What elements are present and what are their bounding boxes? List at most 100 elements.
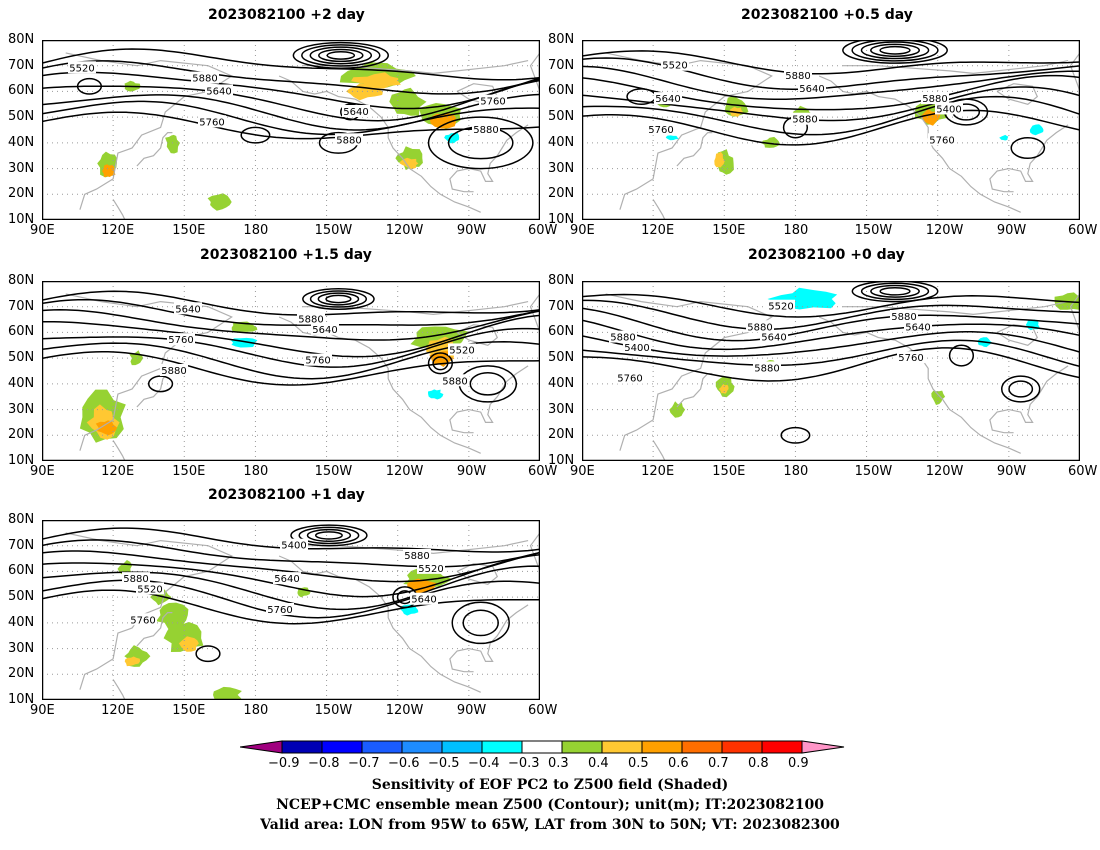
contour-line <box>582 307 1080 342</box>
latitude-label: 60N <box>548 83 575 99</box>
latitude-label: 80N <box>548 32 575 47</box>
closed-contour <box>1008 380 1034 398</box>
positive-sensitivity-patch <box>714 151 725 168</box>
contour-line <box>42 314 540 358</box>
closed-contour <box>870 284 920 298</box>
contour-label: 5760 <box>617 374 642 385</box>
contour-label: 5640 <box>343 107 368 118</box>
latitude-label: 50N <box>8 350 35 366</box>
panel-title: 2023082100 +2 day <box>208 7 365 23</box>
positive-sensitivity-patch <box>124 656 141 667</box>
colorbar-segment <box>401 740 443 754</box>
contour-label: 5880 <box>785 71 810 82</box>
positive-sensitivity-patch <box>213 686 242 700</box>
caption-line-1: Sensitivity of EOF PC2 to Z500 field (Sh… <box>371 777 729 793</box>
contour-label: 5880 <box>891 312 916 323</box>
contour-line <box>42 298 540 326</box>
colorbar-segment <box>721 740 763 754</box>
negative-sensitivity-patch <box>428 389 444 400</box>
latitude-label: 40N <box>548 134 575 150</box>
longitude-label: 120E <box>101 703 135 718</box>
closed-contour <box>1000 375 1041 403</box>
grid-lines <box>42 520 540 700</box>
contour-line <box>582 293 1080 318</box>
map-plot: 5520 5640 5400 5640 5760 5760 5880 5880 5880 5880 <box>582 281 1080 461</box>
map-plot: 5640 5640 5520 5760 5760 5880 5880 5880 <box>42 281 540 461</box>
closed-contour <box>326 51 356 60</box>
contour-line <box>42 60 540 95</box>
caption-line-2: NCEP+CMC ensemble mean Z500 (Contour); u… <box>276 797 824 813</box>
positive-sensitivity-patch <box>931 390 946 405</box>
contour-label: 5640 <box>411 595 436 606</box>
latitude-label: 60N <box>548 324 575 340</box>
sensitivity-shading <box>117 560 453 700</box>
latitude-label: 50N <box>548 350 575 366</box>
latitude-label: 70N <box>548 57 575 73</box>
colorbar-segment <box>761 740 803 754</box>
contour-label: 5400 <box>936 104 961 115</box>
contour-label: 5880 <box>336 135 361 146</box>
latitude-label: 30N <box>8 640 35 656</box>
contour-label: 5760 <box>130 615 155 626</box>
positive-sensitivity-patch <box>207 193 232 211</box>
latitude-label: 10N <box>8 453 35 468</box>
contour-label: 5760 <box>199 117 224 128</box>
positive-sensitivity-patch <box>95 420 118 436</box>
contour-label: 5880 <box>442 376 467 387</box>
colorbar-segment <box>561 740 603 754</box>
map-plot: 5400 5520 5520 5640 5640 5760 5760 5880 5880 <box>42 520 540 700</box>
negative-sensitivity-patch <box>1029 124 1044 136</box>
closed-contour <box>860 41 930 60</box>
contour-label: 5760 <box>480 97 505 108</box>
contour-line <box>582 299 1080 331</box>
longitude-label: 60W <box>528 464 558 479</box>
longitude-label: 180 <box>243 464 269 479</box>
latitude-label: 50N <box>548 109 575 125</box>
colorbar-tick-label: −0.3 <box>508 756 540 771</box>
latitude-label: 70N <box>8 57 35 73</box>
contour-label: 5640 <box>206 86 231 97</box>
latitude-label: 80N <box>548 273 575 288</box>
closed-contour <box>851 40 939 62</box>
contour-label: 5520 <box>69 63 94 74</box>
closed-contour <box>76 77 103 95</box>
positive-sensitivity-patch <box>102 164 116 178</box>
closed-contour <box>1010 136 1046 160</box>
closed-contour <box>290 524 368 547</box>
negative-sensitivity-patch <box>999 134 1009 141</box>
latitude-label: 80N <box>8 32 35 47</box>
contour-label: 5880 <box>123 574 148 585</box>
longitude-label: 90W <box>456 703 487 718</box>
contour-labels: 5520 5640 5400 5640 5760 5760 5880 5880 5880 5880 <box>609 299 932 385</box>
panel-title: 2023082100 +1.5 day <box>200 247 372 263</box>
contour-line <box>42 550 540 583</box>
closed-contour <box>427 116 534 170</box>
contour-label: 5880 <box>161 366 186 377</box>
longitude-label: 60W <box>1068 223 1098 238</box>
contour-line <box>42 100 540 136</box>
latitude-label: 30N <box>8 401 35 417</box>
closed-contour <box>469 372 507 396</box>
longitude-label: 120E <box>101 223 135 238</box>
latitude-label: 80N <box>8 512 35 527</box>
contour-line <box>582 331 1080 357</box>
positive-sensitivity-patch <box>351 72 401 89</box>
contour-label: 5760 <box>305 356 330 367</box>
panel-title: 2023082100 +0 day <box>748 247 905 263</box>
panel-title: 2023082100 +0.5 day <box>741 7 913 23</box>
negative-sensitivity-patch <box>444 132 460 144</box>
latitude-label: 20N <box>8 427 35 443</box>
positive-sensitivity-patch <box>156 602 189 629</box>
contour-line <box>582 65 1080 101</box>
colorbar-tick-label: −0.5 <box>428 756 460 771</box>
contour-label: 5760 <box>929 135 954 146</box>
latitude-label: 10N <box>8 212 35 227</box>
longitude-label: 90E <box>30 464 55 479</box>
closed-contour <box>306 528 352 542</box>
contour-line <box>42 589 540 625</box>
longitude-label: 150W <box>314 464 353 479</box>
contour-label: 5640 <box>274 574 299 585</box>
closed-contour <box>302 287 375 311</box>
map-panel-plus-1-day: 2023082100 +1 day 5400 5520 5520 5640 5640 57… <box>0 0 550 730</box>
colorbar-extend-right <box>801 740 845 754</box>
